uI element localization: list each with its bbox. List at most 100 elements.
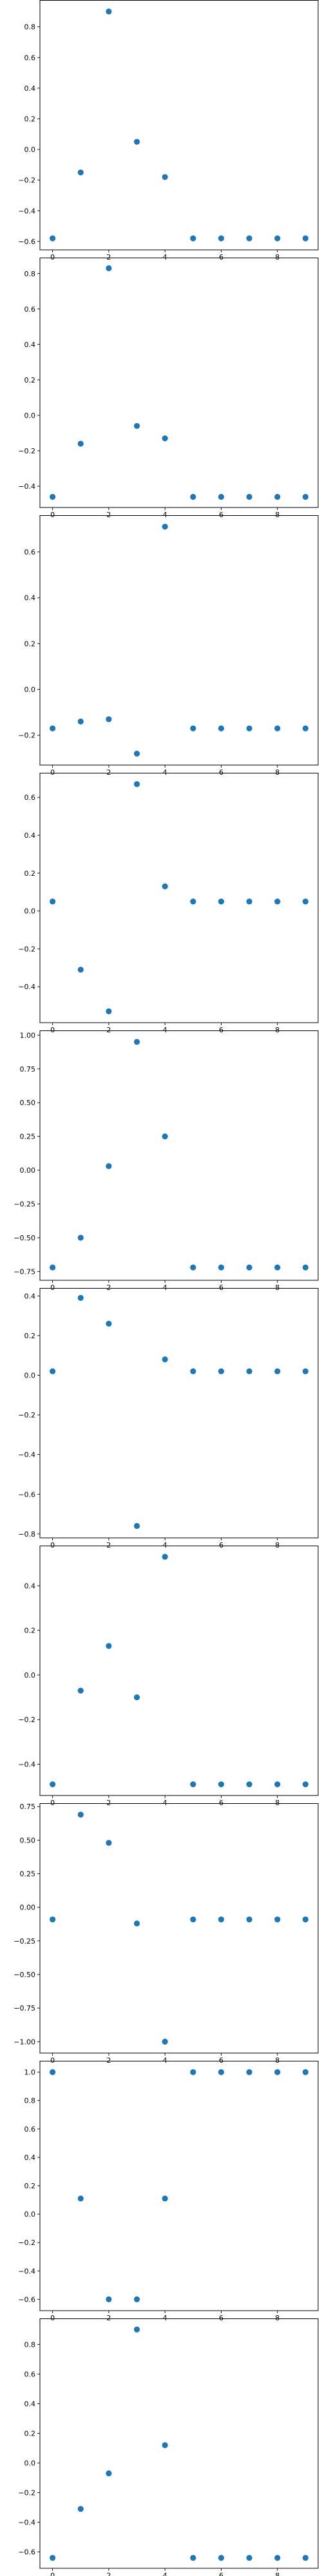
x-tick-label: 8 (275, 2571, 279, 2576)
x-tick-label: 0 (50, 2056, 55, 2065)
data-point (190, 1264, 196, 1271)
x-tick-label: 2 (106, 1541, 111, 1549)
y-tick-label: 0.8 (24, 2097, 36, 2105)
x-tick-label: 6 (219, 768, 223, 777)
x-tick-label: 8 (275, 1799, 279, 1807)
axes-frame (39, 1546, 319, 1796)
data-point (133, 1522, 140, 1530)
y-tick-label: 0.2 (24, 869, 36, 878)
data-point (162, 1133, 168, 1140)
x-tick-label: 4 (163, 2056, 167, 2065)
y-tick-label: 0.2 (24, 1627, 36, 1635)
data-point (106, 2470, 112, 2477)
y-tick-label: 0.4 (24, 2400, 36, 2408)
data-point (218, 1264, 225, 1271)
x-tick-label: 0 (50, 1799, 55, 1807)
subplot-2: 0 2 4 6 8 −0.4 −0.2 0.0 0.2 0.4 0.6 0.8 (18, 258, 319, 519)
y-tick-label: 0.0 (24, 686, 36, 694)
y-tick-label: 0.50 (20, 1099, 36, 1107)
y-tick-label: −0.50 (14, 1971, 35, 1979)
x-tick-label: 6 (219, 511, 223, 519)
data-point (218, 725, 225, 732)
y-tick-label: 0.4 (24, 84, 36, 93)
y-tick-label: −0.75 (14, 1267, 35, 1276)
y-tick-label: −0.2 (18, 732, 35, 740)
data-point (106, 1008, 112, 1014)
data-point (50, 1368, 56, 1374)
axes-frame (39, 2318, 319, 2569)
x-tick-label: 6 (219, 253, 223, 261)
y-tick-label: 1.0 (24, 2069, 36, 2077)
data-point (302, 493, 308, 500)
data-point (302, 898, 308, 905)
data-point (133, 750, 140, 757)
y-tick-label: 0.00 (20, 1166, 36, 1175)
x-tick-label: 6 (219, 2056, 223, 2065)
data-point (77, 1235, 84, 1241)
x-tick-label: 0 (50, 1541, 55, 1549)
x-tick-label: 2 (106, 2314, 111, 2322)
subplot-5: 0 2 4 6 8 −0.75 −0.50 −0.25 0.00 0.25 0.50 0.75 1.00 (14, 1030, 319, 1292)
x-tick-label: 8 (275, 511, 279, 519)
subplot-1: 0 2 4 6 8 −0.6 −0.4 −0.2 0.0 0.2 0.4 0.6 0.8 (18, 0, 319, 261)
data-point (218, 2555, 225, 2561)
y-tick-label: 0.4 (24, 341, 36, 349)
y-tick-label: 0.6 (24, 548, 36, 556)
x-tick-label: 8 (275, 1541, 279, 1549)
data-point (246, 1368, 252, 1374)
x-tick-label: 0 (50, 1026, 55, 1034)
x-tick-label: 2 (106, 768, 111, 777)
axes-frame (39, 0, 319, 251)
x-tick-label: 0 (50, 2314, 55, 2322)
y-tick-label: 0.4 (24, 594, 36, 602)
data-point (133, 2326, 140, 2333)
data-point (190, 1916, 196, 1923)
subplot-6: 0 2 4 6 8 −0.8 −0.6 −0.4 −0.2 0.0 0.2 0.4 (18, 1288, 319, 1549)
y-tick-label: −0.2 (18, 2239, 35, 2247)
data-point (246, 1916, 252, 1923)
data-point (218, 898, 225, 905)
data-point (133, 138, 140, 145)
data-point (133, 1694, 140, 1701)
data-point (190, 1368, 196, 1374)
x-tick-label: 0 (50, 1283, 55, 1292)
subplot-9: 0 2 4 6 8 −0.6 −0.4 −0.2 0.0 0.2 0.4 0.6 0.8 1.0 (18, 2061, 319, 2322)
y-tick-label: 0.2 (24, 376, 36, 384)
y-tick-label: −0.2 (18, 1716, 35, 1724)
x-tick-label: 4 (163, 2571, 167, 2576)
y-tick-label: 0.6 (24, 53, 36, 62)
x-tick-label: 6 (219, 2571, 223, 2576)
data-point (50, 1264, 56, 1271)
data-point (133, 422, 140, 430)
subplot-stack: 0 2 4 6 8 −0.6 −0.4 −0.2 0.0 0.2 0.4 0.6 0.8 0 2 4 6 8 −0.… (14, 0, 319, 2576)
data-point (302, 2555, 308, 2561)
data-point (190, 725, 196, 732)
x-tick-label: 0 (50, 253, 55, 261)
y-tick-label: 0.25 (20, 1133, 36, 1141)
data-point (190, 898, 196, 905)
y-tick-label: 0.2 (24, 2429, 36, 2438)
x-tick-label: 6 (219, 2314, 223, 2322)
data-point (77, 1294, 84, 1301)
data-point (162, 1356, 168, 1363)
data-point (246, 898, 252, 905)
y-tick-label: 0.4 (24, 1582, 36, 1590)
subplot-7: 0 2 4 6 8 −0.4 −0.2 0.0 0.2 0.4 (18, 1546, 319, 1807)
data-point (274, 2069, 281, 2076)
subplot-10: 0 2 4 6 8 −0.6 −0.4 −0.2 0.0 0.2 0.4 0.6 0.8 (18, 2318, 319, 2576)
y-tick-label: −0.6 (18, 238, 35, 246)
data-point (162, 2038, 168, 2045)
data-point (274, 1916, 281, 1923)
data-point (218, 1368, 225, 1374)
data-point (302, 1781, 308, 1788)
x-tick-label: 2 (106, 253, 111, 261)
x-tick-label: 8 (275, 253, 279, 261)
axes-frame (39, 1803, 319, 2054)
data-point (50, 2069, 56, 2076)
data-point (133, 2296, 140, 2302)
data-point (106, 8, 112, 15)
data-point (50, 493, 56, 500)
data-point (106, 2296, 112, 2302)
y-tick-label: 0.50 (20, 1836, 36, 1844)
y-tick-label: −0.2 (18, 2489, 35, 2497)
